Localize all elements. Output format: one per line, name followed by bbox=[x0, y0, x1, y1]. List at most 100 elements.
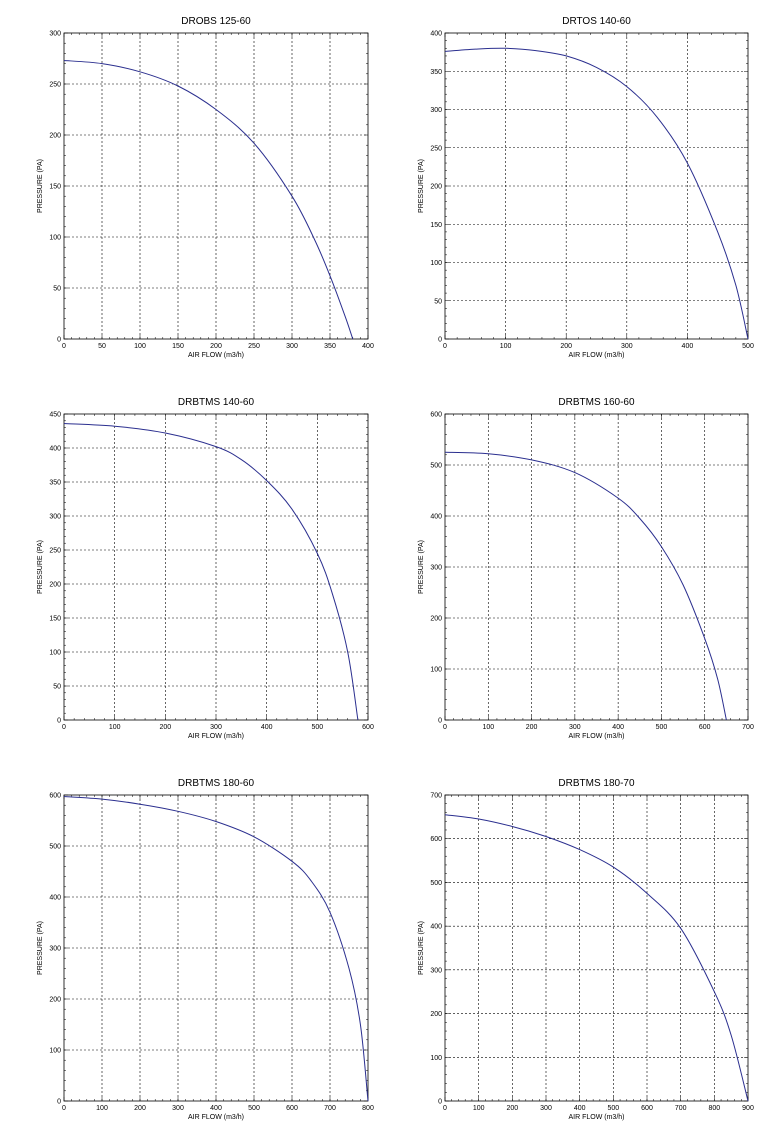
y-tick-label: 0 bbox=[57, 718, 61, 725]
x-tick-label: 0 bbox=[443, 724, 447, 731]
fan-curve-line bbox=[444, 47, 749, 340]
y-tick-label: 350 bbox=[49, 480, 61, 487]
fan-curve-line bbox=[63, 423, 359, 721]
y-tick-label: 300 bbox=[430, 565, 442, 572]
x-tick-label: 500 bbox=[656, 724, 668, 731]
chart-title: DRBTMS 160-60 bbox=[558, 397, 635, 408]
y-tick-label: 600 bbox=[49, 793, 61, 800]
y-tick-label: 450 bbox=[49, 412, 61, 419]
y-tick-label: 100 bbox=[49, 650, 61, 657]
x-tick-label: 400 bbox=[682, 343, 694, 350]
y-tick-label: 600 bbox=[430, 836, 442, 843]
x-tick-label: 0 bbox=[62, 724, 66, 731]
y-axis-label: PRESSURE (PA) bbox=[37, 921, 44, 975]
y-tick-label: 100 bbox=[430, 260, 442, 267]
fan-curve-line bbox=[444, 814, 749, 1102]
y-tick-label: 200 bbox=[49, 582, 61, 589]
y-tick-label: 100 bbox=[430, 1055, 442, 1062]
x-tick-label: 300 bbox=[621, 343, 633, 350]
y-tick-label: 400 bbox=[430, 924, 442, 931]
x-tick-label: 100 bbox=[134, 343, 146, 350]
x-tick-label: 500 bbox=[248, 1105, 260, 1112]
y-tick-label: 400 bbox=[430, 514, 442, 521]
x-tick-label: 400 bbox=[612, 724, 624, 731]
y-axis-label: PRESSURE (PA) bbox=[418, 540, 425, 594]
chart-title: DROBS 125-60 bbox=[181, 16, 251, 27]
y-tick-label: 200 bbox=[430, 1011, 442, 1018]
y-tick-label: 200 bbox=[430, 616, 442, 623]
y-axis-label: PRESSURE (PA) bbox=[418, 921, 425, 975]
x-tick-label: 100 bbox=[96, 1105, 108, 1112]
plot-frame bbox=[63, 32, 369, 340]
x-tick-label: 0 bbox=[443, 343, 447, 350]
x-tick-label: 600 bbox=[286, 1105, 298, 1112]
y-axis-label: PRESSURE (PA) bbox=[418, 159, 425, 213]
y-tick-label: 0 bbox=[57, 1099, 61, 1106]
x-tick-label: 50 bbox=[98, 343, 106, 350]
x-tick-label: 0 bbox=[62, 1105, 66, 1112]
y-tick-label: 100 bbox=[49, 235, 61, 242]
x-axis-label: AIR FLOW (m3/h) bbox=[568, 1114, 624, 1121]
x-tick-label: 300 bbox=[569, 724, 581, 731]
x-tick-label: 500 bbox=[742, 343, 754, 350]
x-tick-label: 500 bbox=[607, 1105, 619, 1112]
x-tick-label: 500 bbox=[311, 724, 323, 731]
x-tick-label: 0 bbox=[62, 343, 66, 350]
x-tick-label: 400 bbox=[362, 343, 374, 350]
x-axis-label: AIR FLOW (m3/h) bbox=[568, 352, 624, 359]
y-tick-label: 200 bbox=[49, 997, 61, 1004]
x-tick-label: 0 bbox=[443, 1105, 447, 1112]
x-tick-label: 200 bbox=[159, 724, 171, 731]
x-tick-label: 350 bbox=[324, 343, 336, 350]
y-tick-label: 0 bbox=[57, 337, 61, 344]
y-tick-label: 150 bbox=[430, 222, 442, 229]
y-tick-label: 50 bbox=[53, 684, 61, 691]
x-tick-label: 700 bbox=[742, 724, 754, 731]
chart-title: DRTOS 140-60 bbox=[562, 16, 631, 27]
x-tick-label: 300 bbox=[210, 724, 222, 731]
plot-frame bbox=[444, 32, 749, 340]
y-tick-label: 50 bbox=[53, 286, 61, 293]
y-tick-label: 300 bbox=[430, 967, 442, 974]
y-tick-label: 150 bbox=[49, 616, 61, 623]
x-axis-label: AIR FLOW (m3/h) bbox=[188, 733, 244, 740]
chart-title: DRBTMS 180-70 bbox=[558, 778, 635, 789]
x-tick-label: 200 bbox=[560, 343, 572, 350]
y-tick-label: 250 bbox=[49, 82, 61, 89]
y-tick-label: 200 bbox=[49, 133, 61, 140]
x-tick-label: 300 bbox=[286, 343, 298, 350]
plot-frame bbox=[63, 794, 369, 1102]
x-tick-label: 600 bbox=[641, 1105, 653, 1112]
y-tick-label: 0 bbox=[438, 718, 442, 725]
y-tick-label: 100 bbox=[49, 1048, 61, 1055]
y-tick-label: 300 bbox=[49, 31, 61, 38]
y-tick-label: 50 bbox=[434, 298, 442, 305]
y-tick-label: 400 bbox=[49, 446, 61, 453]
chart-title: DRBTMS 180-60 bbox=[178, 778, 255, 789]
x-tick-label: 100 bbox=[500, 343, 512, 350]
x-tick-label: 600 bbox=[699, 724, 711, 731]
y-tick-label: 400 bbox=[49, 895, 61, 902]
x-tick-label: 200 bbox=[210, 343, 222, 350]
x-tick-label: 800 bbox=[362, 1105, 374, 1112]
y-tick-label: 200 bbox=[430, 184, 442, 191]
plot-frame bbox=[444, 413, 749, 721]
x-tick-label: 700 bbox=[675, 1105, 687, 1112]
y-tick-label: 0 bbox=[438, 337, 442, 344]
chart-title: DRBTMS 140-60 bbox=[178, 397, 255, 408]
x-tick-label: 200 bbox=[506, 1105, 518, 1112]
y-tick-label: 300 bbox=[430, 107, 442, 114]
x-tick-label: 600 bbox=[362, 724, 374, 731]
y-tick-label: 150 bbox=[49, 184, 61, 191]
x-axis-label: AIR FLOW (m3/h) bbox=[568, 733, 624, 740]
plot-frame bbox=[444, 794, 749, 1102]
x-axis-label: AIR FLOW (m3/h) bbox=[188, 1114, 244, 1121]
x-axis-label: AIR FLOW (m3/h) bbox=[188, 352, 244, 359]
fan-curve-line bbox=[63, 796, 369, 1102]
x-tick-label: 100 bbox=[473, 1105, 485, 1112]
